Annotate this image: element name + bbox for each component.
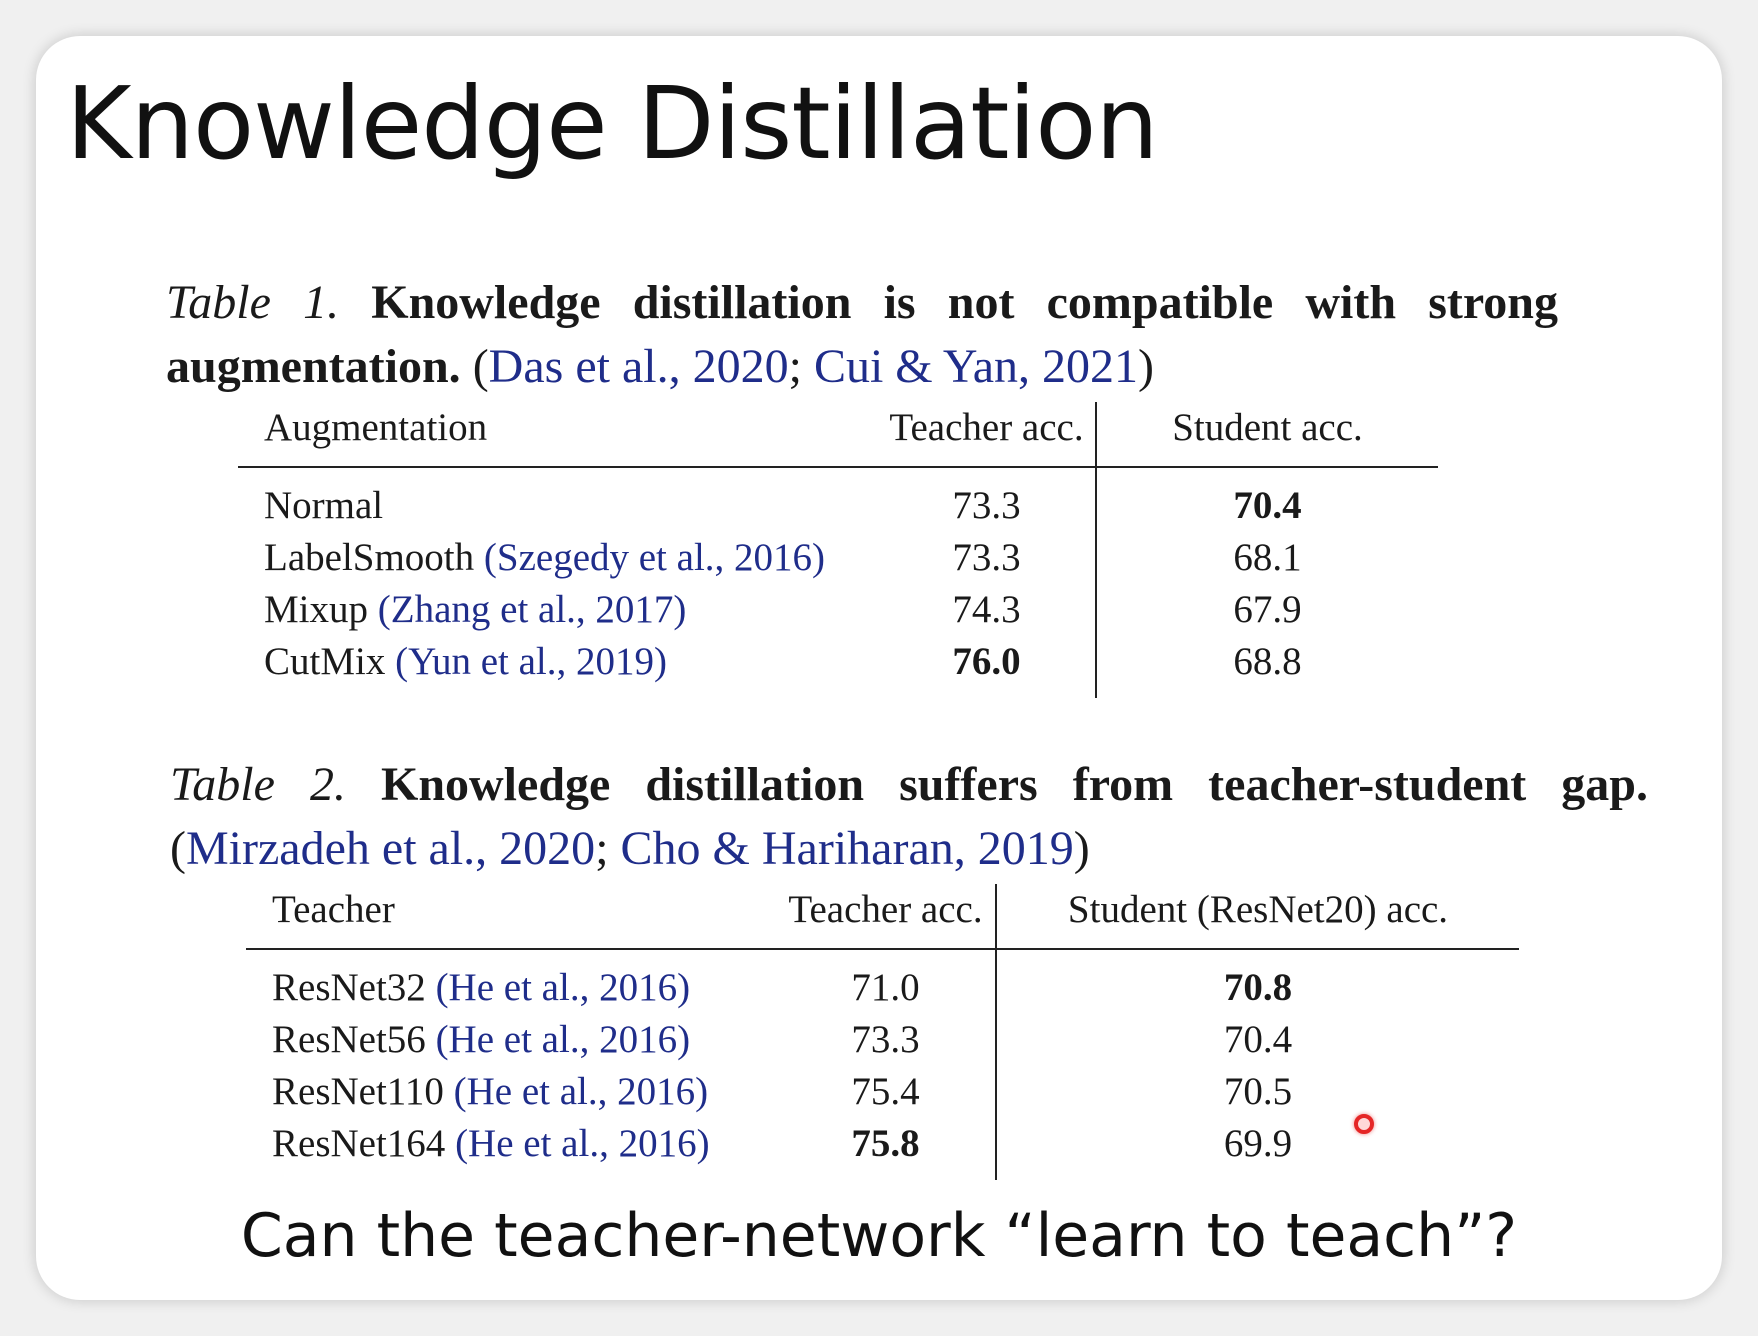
citation-link[interactable]: Cui & Yan, 2021 [813, 340, 1139, 393]
table1-caption-text: Knowledge distillation is not compatible… [166, 276, 1558, 393]
augmentation-name: Mixup [264, 588, 378, 631]
teacher-acc-cell: 73.3 [952, 484, 1021, 527]
table-row: ResNet164 (He et al., 2016) 75.8 69.9 [246, 1118, 1519, 1180]
teacher-acc-cell: 73.3 [851, 1018, 920, 1061]
citation-separator: ; [595, 822, 621, 875]
citation-link[interactable]: Das et al., 2020 [488, 340, 789, 393]
table-row: ResNet110 (He et al., 2016) 75.4 70.5 [246, 1066, 1519, 1118]
paren-open: ( [170, 822, 186, 875]
augmentation-name: CutMix [264, 640, 396, 683]
teacher-acc-cell: 74.3 [952, 588, 1021, 631]
citation-link[interactable]: (Zhang et al., 2017) [377, 588, 687, 631]
citation-link[interactable]: (Szegedy et al., 2016) [483, 536, 826, 579]
augmentation-name: Normal [264, 484, 384, 527]
citation-link[interactable]: Cho & Hariharan, 2019 [620, 822, 1074, 875]
citation-link[interactable]: (He et al., 2016) [435, 966, 691, 1009]
slide-question: Can the teacher-network “learn to teach”… [240, 1201, 1518, 1271]
citation-link[interactable]: (He et al., 2016) [435, 1018, 691, 1061]
table-row: ResNet32 (He et al., 2016) 71.0 70.8 [246, 949, 1519, 1014]
augmentation-cell: Mixup (Zhang et al., 2017) [238, 584, 878, 636]
table2: Teacher Teacher acc. Student (ResNet20) … [246, 884, 1519, 1180]
augmentation-cell: Normal [238, 467, 878, 532]
table-row: ResNet56 (He et al., 2016) 73.3 70.4 [246, 1014, 1519, 1066]
column-header-student-acc: Student acc. [1095, 402, 1438, 467]
teacher-cell: ResNet110 (He et al., 2016) [246, 1066, 776, 1118]
table-row: LabelSmooth (Szegedy et al., 2016) 73.3 … [238, 532, 1438, 584]
citation-link[interactable]: (He et al., 2016) [453, 1070, 709, 1113]
table-row: CutMix (Yun et al., 2019) 76.0 68.8 [238, 636, 1438, 698]
laser-pointer-icon [1354, 1114, 1374, 1134]
student-acc-cell: 70.8 [995, 949, 1519, 1014]
teacher-acc-cell: 73.3 [952, 536, 1021, 579]
teacher-acc-cell: 75.8 [851, 1122, 920, 1165]
student-acc-cell: 70.4 [995, 1014, 1519, 1066]
teacher-name: ResNet164 [272, 1122, 456, 1165]
citation-link[interactable]: (Yun et al., 2019) [395, 640, 667, 683]
table2-caption-citation: (Mirzadeh et al., 2020; Cho & Hariharan,… [170, 822, 1090, 875]
teacher-acc-cell: 76.0 [952, 640, 1021, 683]
table2-caption: Table 2. Knowledge distillation suffers … [170, 753, 1648, 881]
column-header-teacher-acc: Teacher acc. [889, 406, 1084, 449]
teacher-cell: ResNet164 (He et al., 2016) [246, 1118, 776, 1180]
paren-open: ( [472, 340, 489, 393]
citation-link[interactable]: (He et al., 2016) [455, 1122, 710, 1165]
student-acc-cell: 67.9 [1095, 584, 1438, 636]
paren-close: ) [1073, 822, 1090, 875]
teacher-cell: ResNet32 (He et al., 2016) [246, 949, 776, 1014]
augmentation-cell: CutMix (Yun et al., 2019) [238, 636, 878, 698]
table1-caption-label: Table 1. [166, 276, 340, 329]
slide-title: Knowledge Distillation [66, 65, 1159, 182]
paren-close: ) [1138, 340, 1155, 393]
table1-caption: Table 1. Knowledge distillation is not c… [166, 271, 1558, 399]
table1-header-row: Augmentation Teacher acc. Student acc. [238, 402, 1438, 467]
augmentation-name: LabelSmooth [264, 536, 484, 579]
column-header-student-acc: Student (ResNet20) acc. [995, 884, 1519, 949]
student-acc-cell: 70.5 [995, 1066, 1519, 1118]
teacher-acc-cell: 71.0 [851, 966, 920, 1009]
table-row: Mixup (Zhang et al., 2017) 74.3 67.9 [238, 584, 1438, 636]
student-acc-cell: 68.8 [1095, 636, 1438, 698]
augmentation-cell: LabelSmooth (Szegedy et al., 2016) [238, 532, 878, 584]
citation-link[interactable]: Mirzadeh et al., 2020 [185, 822, 596, 875]
teacher-cell: ResNet56 (He et al., 2016) [246, 1014, 776, 1066]
column-header-teacher-acc: Teacher acc. [788, 888, 983, 931]
teacher-name: ResNet110 [272, 1070, 454, 1113]
teacher-acc-cell: 75.4 [851, 1070, 920, 1113]
teacher-name: ResNet56 [272, 1018, 436, 1061]
table2-caption-text: Knowledge distillation suffers from teac… [380, 758, 1649, 811]
citation-separator: ; [788, 340, 814, 393]
column-header-augmentation: Augmentation [264, 406, 488, 449]
table1: Augmentation Teacher acc. Student acc. N… [238, 402, 1438, 698]
student-acc-cell: 68.1 [1095, 532, 1438, 584]
slide: Knowledge Distillation Table 1. Knowledg… [36, 36, 1722, 1300]
table1-caption-citation: (Das et al., 2020; Cui & Yan, 2021) [473, 340, 1154, 393]
table-row: Normal 73.3 70.4 [238, 467, 1438, 532]
teacher-name: ResNet32 [272, 966, 436, 1009]
table2-header-row: Teacher Teacher acc. Student (ResNet20) … [246, 884, 1519, 949]
column-header-teacher: Teacher [272, 888, 395, 931]
table2-caption-label: Table 2. [170, 758, 346, 811]
student-acc-cell: 69.9 [995, 1118, 1519, 1180]
student-acc-cell: 70.4 [1095, 467, 1438, 532]
